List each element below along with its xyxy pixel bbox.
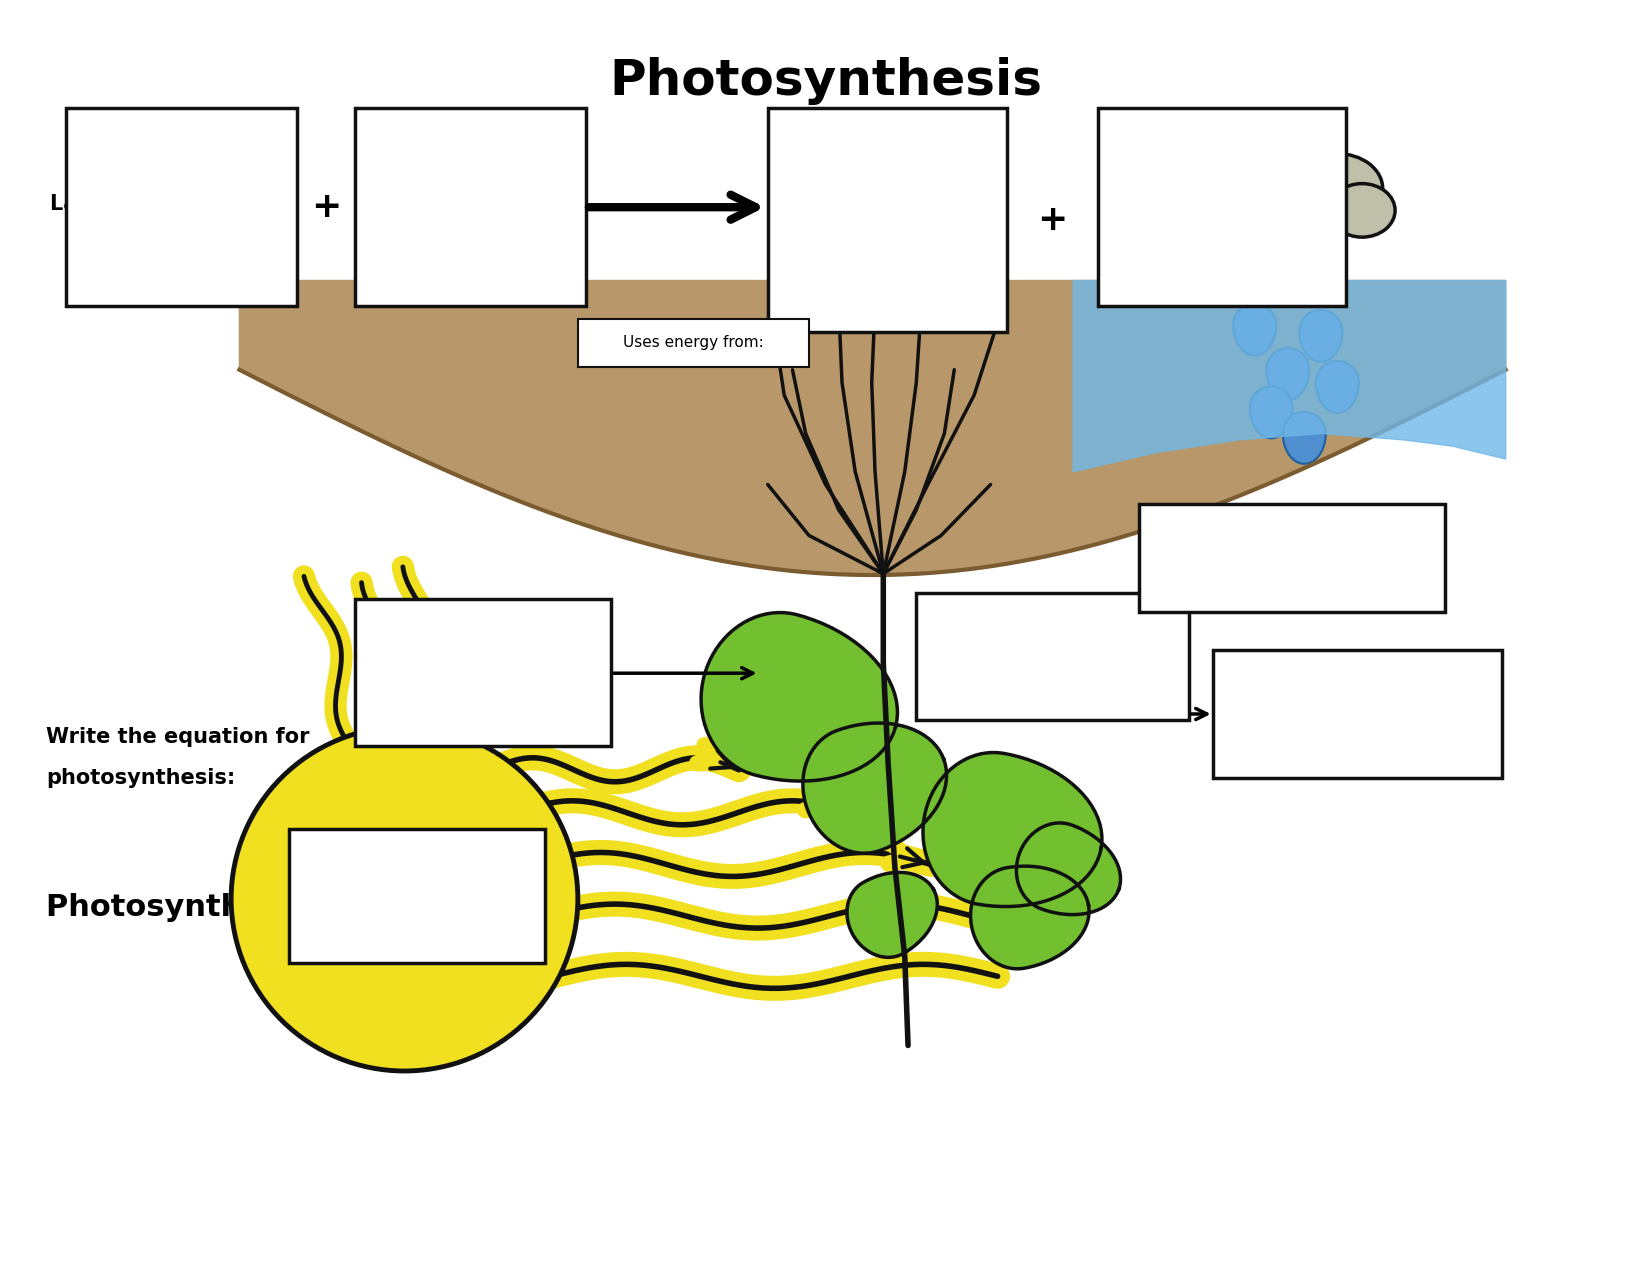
Text: Uses energy from:: Uses energy from: [622, 335, 764, 351]
Text: +: + [1037, 203, 1068, 237]
Ellipse shape [1225, 131, 1332, 213]
FancyBboxPatch shape [768, 108, 1007, 332]
Ellipse shape [1217, 190, 1291, 251]
Text: Photosynthesis: Photosynthesis [609, 57, 1042, 106]
Polygon shape [1316, 361, 1359, 413]
Polygon shape [847, 872, 938, 958]
Text: Write the equation for: Write the equation for [46, 727, 310, 747]
FancyBboxPatch shape [1098, 108, 1346, 306]
FancyBboxPatch shape [355, 599, 611, 746]
Text: Photosynthesis Equation:: Photosynthesis Equation: [46, 892, 485, 922]
Ellipse shape [1291, 153, 1382, 224]
FancyBboxPatch shape [1213, 650, 1502, 778]
Polygon shape [1073, 280, 1506, 472]
FancyBboxPatch shape [578, 319, 809, 367]
Polygon shape [971, 866, 1090, 969]
FancyBboxPatch shape [66, 108, 297, 306]
Text: photosynthesis:: photosynthesis: [46, 768, 236, 788]
Polygon shape [1299, 310, 1342, 362]
Text: +: + [310, 190, 342, 224]
Polygon shape [802, 723, 946, 853]
Polygon shape [1250, 386, 1293, 439]
Ellipse shape [1329, 184, 1395, 237]
Text: Label the diagram.: Label the diagram. [50, 194, 272, 214]
Polygon shape [923, 752, 1101, 907]
Ellipse shape [231, 727, 578, 1071]
Ellipse shape [1275, 189, 1349, 250]
FancyBboxPatch shape [916, 593, 1189, 720]
Polygon shape [1283, 412, 1326, 464]
Ellipse shape [1184, 163, 1275, 232]
Polygon shape [702, 612, 898, 782]
Polygon shape [1233, 303, 1276, 356]
FancyBboxPatch shape [289, 829, 545, 963]
Polygon shape [1017, 822, 1121, 914]
FancyBboxPatch shape [1139, 504, 1445, 612]
Polygon shape [239, 280, 1506, 575]
Polygon shape [1266, 348, 1309, 400]
FancyBboxPatch shape [355, 108, 586, 306]
